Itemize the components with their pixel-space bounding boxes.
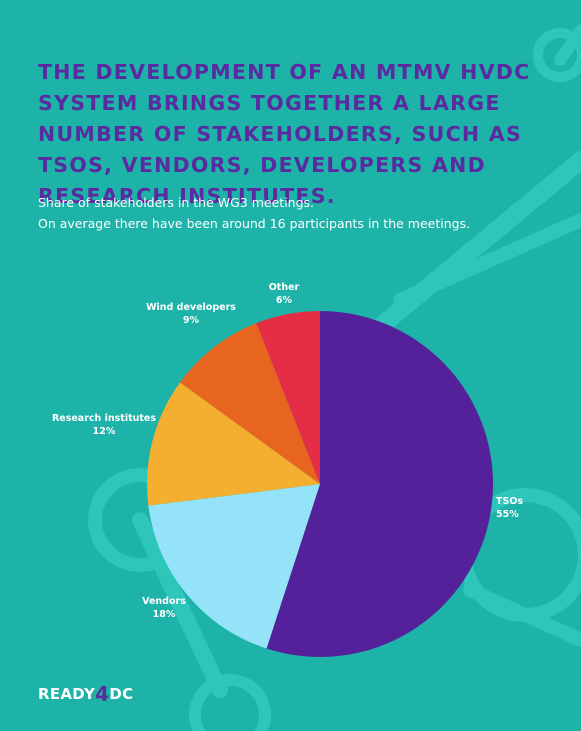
subtitle-line-1: Share of stakeholders in the WG3 meeting… <box>38 195 315 210</box>
pie-slice-other <box>256 311 320 484</box>
pie-slice-vendors <box>148 484 320 649</box>
pie-slice-wind-developers <box>180 323 320 484</box>
slice-percentage: 12% <box>93 426 116 437</box>
slice-category: Research institutes <box>52 413 156 424</box>
logo-text-suffix: DC <box>109 685 134 703</box>
slice-percentage: 55% <box>496 509 519 520</box>
slice-label-wind-developers: Wind developers 9% <box>146 302 236 326</box>
slice-category: Vendors <box>142 596 186 607</box>
pie-slice-tsos <box>266 311 494 657</box>
logo-text-prefix: READY <box>38 685 96 703</box>
slice-percentage: 18% <box>153 609 176 620</box>
slice-category: Wind developers <box>146 302 236 313</box>
slice-category: TSOs <box>496 496 523 507</box>
slice-percentage: 9% <box>183 315 200 326</box>
slice-label-other: Other 6% <box>269 282 300 306</box>
slice-label-tsos: TSOs 55% <box>496 496 523 520</box>
subtitle-line-2: On average there have been around 16 par… <box>38 216 471 231</box>
ready4dc-logo: READY4DC <box>38 680 134 706</box>
logo-digit: 4 <box>95 682 110 706</box>
slice-label-research-institutes: Research institutes 12% <box>52 413 156 437</box>
pie-chart: TSOs 55% Vendors 18% Research institutes 12% W… <box>52 282 523 657</box>
page-title: THE DEVELOPMENT OF AN MTMV HVDC SYSTEM B… <box>38 60 531 208</box>
slice-percentage: 6% <box>276 295 293 306</box>
pie-slice-research-institutes <box>147 382 320 506</box>
subtitle: Share of stakeholders in the WG3 meeting… <box>38 192 558 234</box>
slice-category: Other <box>269 282 300 293</box>
slice-label-vendors: Vendors 18% <box>142 596 186 620</box>
